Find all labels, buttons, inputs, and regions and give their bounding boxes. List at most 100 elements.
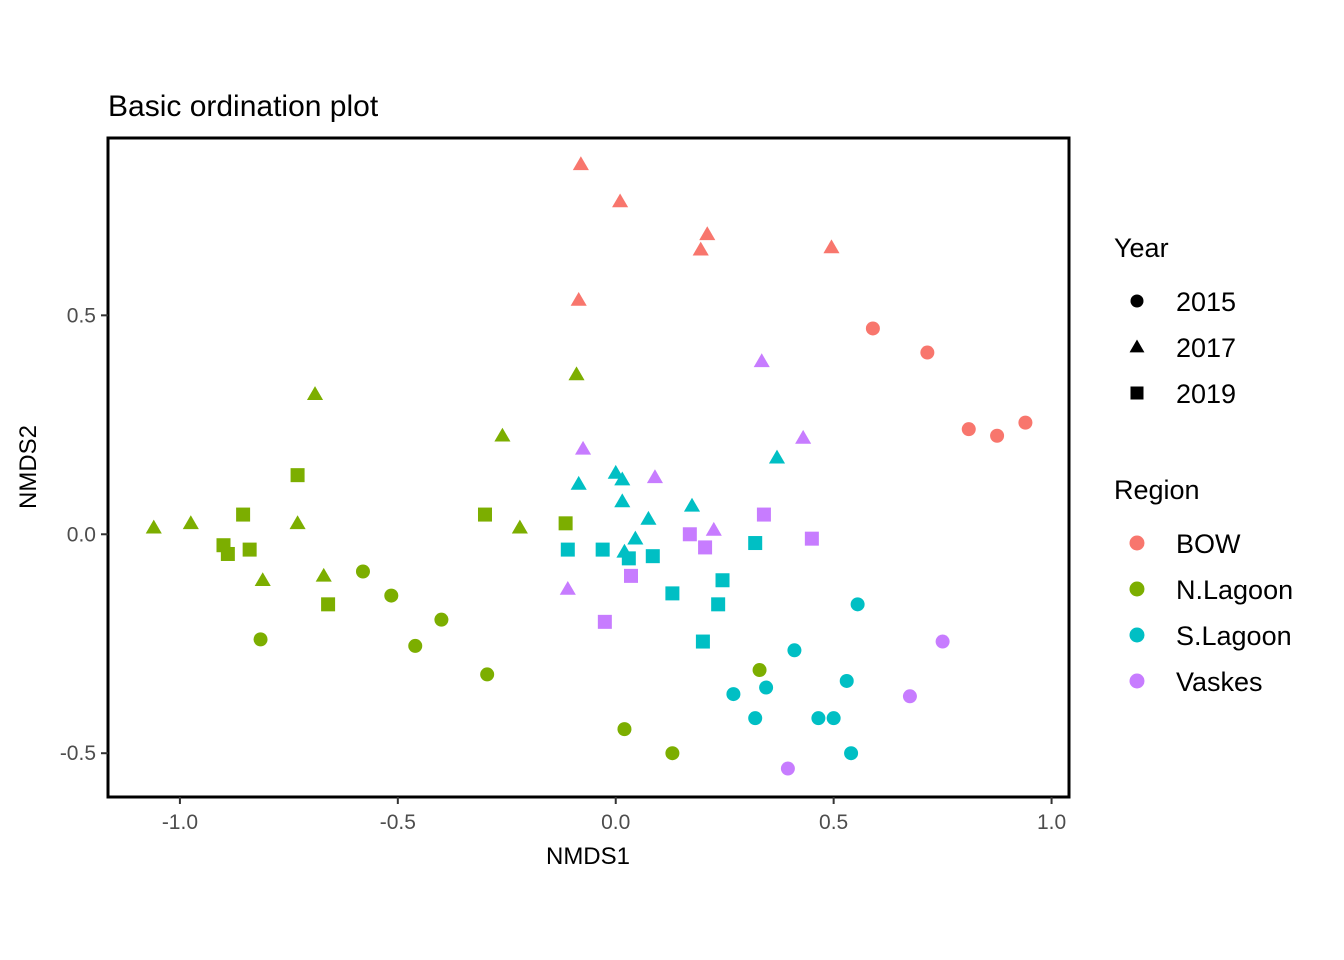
legend-region-label: S.Lagoon	[1176, 621, 1292, 651]
data-point-s-lagoon-2019	[595, 542, 610, 557]
x-tick-label: -1.0	[162, 811, 198, 834]
legend-year-title: Year	[1114, 233, 1169, 263]
data-point-n-lagoon-2015	[434, 612, 449, 627]
data-point-n-lagoon-2015	[253, 632, 268, 647]
legend-region-label: Vaskes	[1176, 667, 1263, 697]
data-point-bow-2015	[865, 321, 880, 336]
data-point-s-lagoon-2015	[811, 711, 826, 726]
data-point-n-lagoon-2019	[236, 507, 251, 522]
legend-color-swatch	[1129, 673, 1145, 689]
data-point-n-lagoon-2019	[290, 468, 305, 483]
data-point-n-lagoon-2015	[480, 667, 495, 682]
data-point-n-lagoon-2015	[617, 722, 632, 737]
chart-title: Basic ordination plot	[108, 90, 379, 123]
legend-shape-circle	[1130, 294, 1144, 308]
data-point-bow-2017	[699, 226, 716, 241]
data-point-s-lagoon-2017	[768, 449, 786, 464]
data-point-n-lagoon-2017	[254, 572, 271, 587]
data-point-s-lagoon-2019	[748, 536, 763, 551]
y-tick-label: 0.5	[67, 304, 96, 327]
legend-year-items: 2015 2017 2019	[1129, 287, 1236, 409]
x-tick-label: -0.5	[380, 811, 416, 834]
data-point-s-lagoon-2017	[683, 497, 701, 512]
data-point-bow-2015	[961, 422, 976, 437]
data-point-s-lagoon-2015	[759, 680, 774, 695]
data-point-vaskes-2017	[753, 353, 770, 368]
data-point-n-lagoon-2019	[242, 542, 257, 557]
data-point-bow-2017	[572, 156, 589, 171]
data-point-vaskes-2019	[698, 540, 713, 555]
data-point-s-lagoon-2019	[665, 586, 680, 601]
data-point-s-lagoon-2019	[560, 542, 575, 557]
data-point-vaskes-2019	[623, 568, 638, 583]
legend-year-label: 2015	[1176, 287, 1236, 317]
data-point-vaskes-2017	[795, 429, 812, 444]
data-point-n-lagoon-2017	[494, 427, 511, 442]
data-point-n-lagoon-2019	[220, 546, 235, 561]
data-point-s-lagoon-2015	[844, 746, 859, 761]
data-point-vaskes-2019	[804, 531, 819, 546]
data-point-s-lagoon-2015	[839, 673, 854, 688]
x-tick-label: 0.0	[601, 811, 630, 834]
data-point-bow-2015	[1018, 415, 1033, 430]
data-point-bow-2017	[570, 291, 587, 306]
data-point-n-lagoon-2017	[568, 366, 585, 381]
data-point-s-lagoon-2017	[570, 475, 587, 490]
data-point-s-lagoon-2017	[640, 510, 657, 525]
legend-region-label: N.Lagoon	[1176, 575, 1293, 605]
data-point-vaskes-2017	[575, 440, 592, 455]
data-point-s-lagoon-2017	[614, 493, 631, 508]
x-axis: -1.0 -0.5 0.0 0.5 1.0	[162, 797, 1066, 834]
data-point-s-lagoon-2017	[627, 530, 644, 545]
data-point-s-lagoon-2015	[726, 687, 741, 702]
legend-region-items: BOW N.Lagoon S.Lagoon Vaskes	[1129, 529, 1293, 697]
data-point-n-lagoon-2015	[384, 588, 399, 603]
data-point-n-lagoon-2019	[321, 597, 336, 612]
legend-region-title: Region	[1114, 475, 1200, 505]
y-tick-label: -0.5	[60, 742, 96, 765]
x-axis-label: NMDS1	[546, 843, 630, 870]
data-point-vaskes-2015	[902, 689, 917, 704]
data-point-bow-2017	[823, 239, 840, 254]
data-point-s-lagoon-2015	[748, 711, 763, 726]
data-point-n-lagoon-2019	[477, 507, 492, 522]
data-point-n-lagoon-2015	[408, 638, 423, 653]
data-point-n-lagoon-2017	[145, 519, 162, 534]
legend-region-label: BOW	[1176, 529, 1241, 559]
data-point-vaskes-2017	[559, 580, 576, 595]
y-axis-label: NMDS2	[15, 425, 42, 509]
data-point-bow-2015	[920, 345, 935, 360]
data-point-bow-2015	[990, 428, 1005, 443]
data-point-n-lagoon-2019	[558, 516, 573, 531]
data-point-vaskes-2019	[682, 527, 697, 542]
data-points	[145, 156, 1033, 776]
data-point-s-lagoon-2019	[645, 549, 660, 564]
data-point-n-lagoon-2015	[752, 663, 767, 678]
y-axis: -0.5 0.0 0.5	[60, 304, 108, 765]
legend: Year 2015 2017 2019 Region BOW N.Lagoon S.La…	[1114, 233, 1293, 697]
data-point-n-lagoon-2017	[306, 386, 324, 400]
legend-color-swatch	[1129, 535, 1145, 551]
data-point-vaskes-2015	[780, 761, 795, 776]
data-point-n-lagoon-2015	[355, 564, 370, 579]
data-point-s-lagoon-2015	[787, 643, 802, 658]
data-point-s-lagoon-2019	[711, 597, 726, 612]
x-tick-label: 1.0	[1037, 811, 1066, 834]
data-point-vaskes-2017	[705, 521, 722, 536]
data-point-s-lagoon-2015	[826, 711, 841, 726]
legend-color-swatch	[1129, 627, 1145, 643]
data-point-s-lagoon-2017	[614, 471, 631, 486]
data-point-s-lagoon-2019	[621, 551, 636, 566]
data-point-vaskes-2019	[756, 507, 771, 522]
data-point-s-lagoon-2015	[850, 597, 865, 612]
data-point-n-lagoon-2015	[665, 746, 680, 761]
x-tick-label: 0.5	[819, 811, 848, 834]
data-point-n-lagoon-2017	[315, 567, 332, 582]
data-point-s-lagoon-2017	[607, 464, 624, 479]
data-point-vaskes-2019	[597, 614, 612, 629]
data-point-n-lagoon-2017	[511, 519, 528, 534]
data-point-bow-2017	[612, 193, 629, 208]
data-point-n-lagoon-2017	[182, 515, 199, 530]
data-point-n-lagoon-2017	[289, 515, 306, 530]
